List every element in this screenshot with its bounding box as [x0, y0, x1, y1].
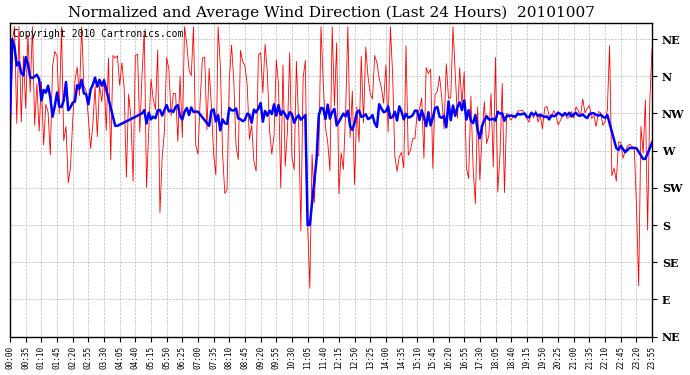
Text: Copyright 2010 Cartronics.com: Copyright 2010 Cartronics.com: [13, 29, 184, 39]
Title: Normalized and Average Wind Direction (Last 24 Hours)  20101007: Normalized and Average Wind Direction (L…: [68, 6, 595, 20]
